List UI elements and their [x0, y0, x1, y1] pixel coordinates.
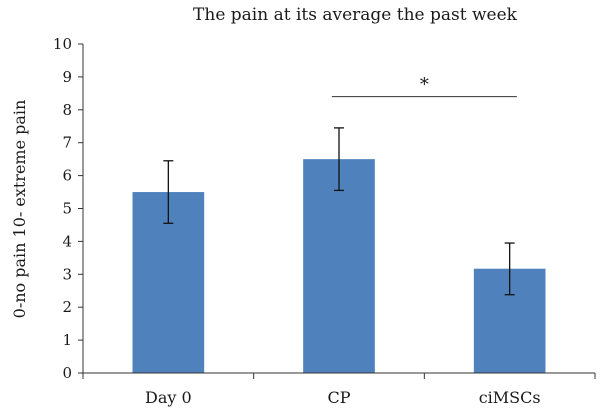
- y-tick-label: 5: [62, 200, 72, 218]
- y-tick-label: 3: [62, 265, 72, 283]
- y-tick-label: 9: [62, 68, 72, 86]
- y-tick-label: 7: [62, 134, 72, 152]
- bar: [303, 159, 375, 373]
- y-tick-label: 4: [62, 232, 72, 250]
- category-label: ciMSCs: [479, 388, 541, 407]
- error-bars: [163, 127, 515, 296]
- category-labels: Day 0 CP ciMSCs: [145, 388, 541, 407]
- y-tick-label: 10: [53, 35, 72, 53]
- error-bar: [334, 127, 344, 192]
- significance-annotation: *: [331, 75, 517, 98]
- y-tick-label: 2: [62, 298, 72, 316]
- significance-marker: *: [420, 75, 429, 96]
- category-label: CP: [327, 388, 350, 407]
- y-tick-label: 0: [62, 364, 72, 382]
- x-axis-ticks: [82, 373, 596, 379]
- bars: [132, 159, 546, 373]
- error-bar: [504, 242, 515, 296]
- category-label: Day 0: [145, 388, 192, 407]
- chart-title: The pain at its average the past week: [193, 5, 518, 25]
- y-tick-label: 1: [62, 331, 72, 349]
- y-axis-ticks: 0 1 2 3 4 5 6 7 8 9 10: [53, 35, 83, 382]
- error-bar: [163, 160, 174, 224]
- y-tick-label: 8: [62, 101, 72, 119]
- y-tick-label: 6: [62, 167, 72, 185]
- y-axis-label: 0-no pain 10- extreme pain: [10, 100, 29, 319]
